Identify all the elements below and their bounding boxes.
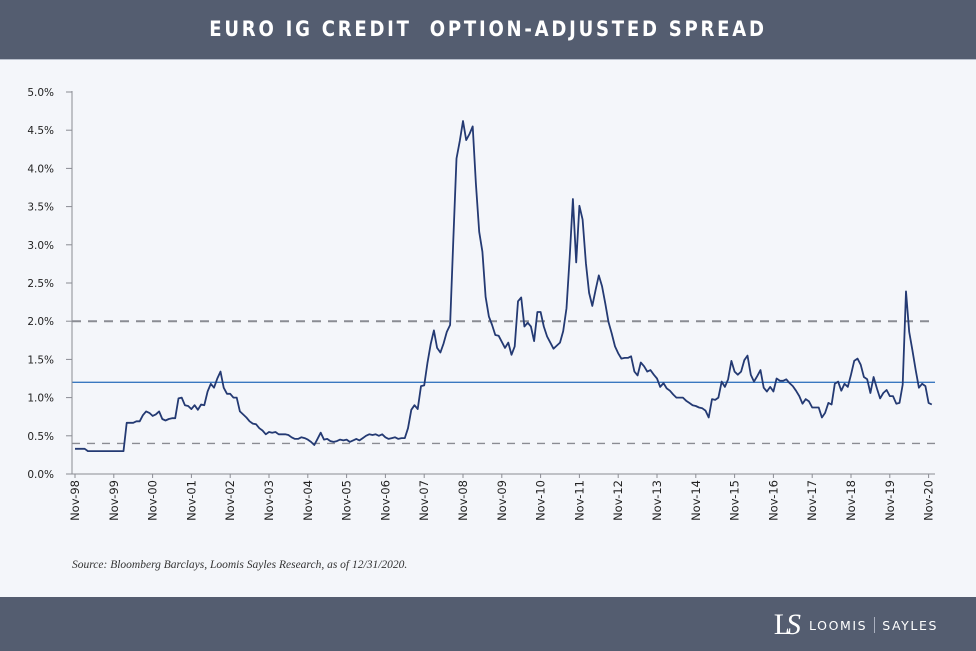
header-bar: EURO IG CREDIT OPTION-ADJUSTED SPREAD (0, 0, 976, 60)
logo-word-left: LOOMIS (809, 617, 868, 633)
spread-chart: 0.0% 0.5% 1.0% 1.5% 2.0% 2.5% 3.0% 3.5% 4.0% 4.5%… (27, 87, 936, 521)
y-tick-label: 0.0% (27, 469, 54, 481)
x-tick-label: Nov-13 (650, 480, 664, 521)
y-tick-label: 0.5% (27, 431, 54, 443)
x-tick-label: Nov-99 (107, 480, 121, 521)
x-tick-label: Nov-15 (728, 480, 742, 521)
x-tick-label: Nov-04 (301, 480, 315, 521)
y-tick-label: 2.5% (27, 278, 54, 290)
x-tick-label: Nov-05 (340, 480, 354, 521)
x-tick-label: Nov-11 (572, 480, 586, 521)
x-tick-label: Nov-14 (689, 480, 703, 521)
x-tick-label: Nov-07 (417, 480, 431, 521)
x-tick-label: Nov-12 (611, 480, 625, 521)
source-note: Source: Bloomberg Barclays, Loomis Sayle… (72, 559, 408, 571)
x-tick-label: Nov-98 (68, 480, 82, 521)
chart-title: EURO IG CREDIT OPTION-ADJUSTED SPREAD (209, 17, 767, 41)
x-tick-label: Nov-03 (262, 480, 276, 521)
logo-divider (874, 617, 876, 633)
y-tick-label: 1.0% (27, 393, 54, 405)
y-tick-label: 5.0% (27, 87, 54, 99)
x-tick-label: Nov-08 (456, 480, 470, 521)
x-tick-label: Nov-16 (766, 480, 780, 521)
x-tick-label: Nov-19 (883, 480, 897, 521)
x-tick-label: Nov-10 (534, 480, 548, 521)
x-tick-label: Nov-06 (378, 480, 392, 521)
y-tick-label: 1.5% (27, 354, 54, 366)
logo-word-right: SAYLES (882, 617, 938, 633)
y-tick-label: 4.0% (27, 163, 54, 175)
y-tick-label: 3.0% (27, 240, 54, 252)
ls-monogram-icon: LS (773, 608, 801, 641)
x-tick-label: Nov-18 (844, 480, 858, 521)
loomis-sayles-logo: LS LOOMIS SAYLES (774, 608, 938, 642)
x-tick-label: Nov-00 (146, 480, 160, 521)
spread-series-line (75, 120, 933, 453)
x-tick-label: Nov-01 (184, 480, 198, 521)
y-tick-label: 2.0% (27, 316, 54, 328)
footer-bar: LS LOOMIS SAYLES (0, 597, 976, 651)
x-tick-label: Nov-09 (495, 480, 509, 521)
y-tick-label: 4.5% (27, 125, 54, 137)
x-tick-label: Nov-20 (922, 480, 936, 521)
x-tick-label: Nov-02 (223, 480, 237, 521)
x-tick-label: Nov-17 (805, 480, 819, 521)
y-tick-label: 3.5% (27, 202, 54, 214)
